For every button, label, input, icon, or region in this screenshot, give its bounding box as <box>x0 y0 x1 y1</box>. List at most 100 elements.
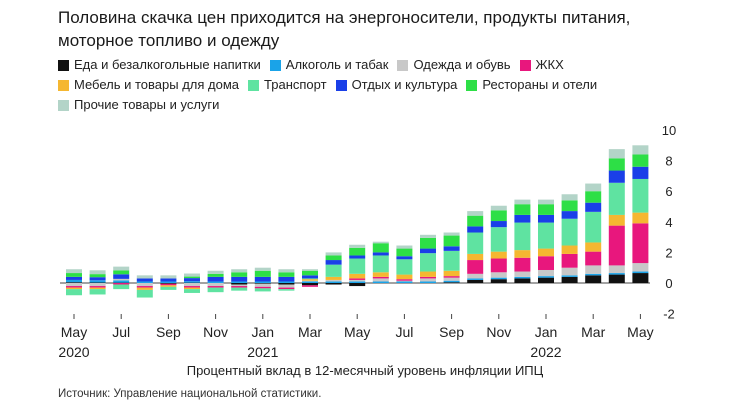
bar-segment <box>538 269 554 277</box>
title-line-1: Половина скачка цен приходится на энерго… <box>58 8 631 27</box>
bar-segment <box>349 283 366 287</box>
bar-segment <box>538 276 554 278</box>
bar-segment <box>325 252 342 256</box>
legend-item: Алкоголь и табак <box>269 55 389 75</box>
bar-segment <box>184 276 200 279</box>
bar-segment <box>325 260 342 265</box>
legend-label: Рестораны и отели <box>482 77 598 92</box>
bar-segment <box>514 250 531 258</box>
bar-segment <box>302 279 318 281</box>
bar-segment <box>467 279 484 283</box>
bar-segment <box>66 282 82 283</box>
bar-segment <box>443 280 460 283</box>
bar-segment <box>561 276 578 283</box>
bar-segment <box>467 215 484 227</box>
bar-segment <box>66 279 82 283</box>
bar-segment <box>231 283 248 285</box>
bar-segment <box>443 246 460 251</box>
bar-segment <box>585 273 602 276</box>
bar-segment <box>420 234 436 238</box>
bar-segment <box>302 278 318 280</box>
bar-segment <box>278 283 295 285</box>
bar-segment <box>538 199 554 205</box>
bar-segment <box>396 274 413 280</box>
bar-segment <box>89 280 106 283</box>
bar-segment <box>561 211 578 219</box>
bar-segment <box>66 273 82 277</box>
x-tick-label: May <box>344 324 370 340</box>
bar-segment <box>89 277 106 281</box>
bar-segment <box>302 269 318 271</box>
source-note: Источник: Управление национальной статис… <box>58 388 322 400</box>
bar-segment <box>443 270 460 277</box>
bar-segment <box>490 210 507 222</box>
bar-segment <box>89 270 106 275</box>
bar-segment <box>467 260 484 274</box>
bar-segment <box>136 286 153 288</box>
bar-segment <box>420 248 436 254</box>
legend-label: Транспорт <box>264 77 327 92</box>
bar-segment <box>585 191 602 203</box>
x-tick-label: Nov <box>203 324 228 340</box>
bar-segment <box>372 278 389 282</box>
bar-segment <box>561 200 578 212</box>
bar-segment <box>113 283 130 285</box>
bar-segment <box>66 287 82 290</box>
bar-segment <box>278 289 295 291</box>
bar-segment <box>514 214 531 223</box>
x-tick-label: Mar <box>298 324 322 340</box>
bar-segment <box>561 218 578 246</box>
legend: Еда и безалкогольные напитки Алкоголь и т… <box>58 55 718 115</box>
x-tick-label: Sep <box>439 324 464 340</box>
legend-item: Одежда и обувь <box>397 55 511 75</box>
bar-segment <box>632 166 649 179</box>
bar-segment <box>325 276 342 280</box>
chart-title: Половина скачка цен приходится на энерго… <box>58 6 718 52</box>
bar-segment <box>608 274 625 283</box>
bar-segment <box>160 281 177 283</box>
bar-segment <box>231 284 248 287</box>
legend-swatch <box>58 99 69 111</box>
bar-segment <box>561 267 578 276</box>
x-tick-label: May <box>61 324 87 340</box>
title-line-2: моторное топливо и одежду <box>58 31 280 50</box>
bar-segment <box>160 278 177 282</box>
bar-segment <box>608 214 625 226</box>
legend-swatch <box>397 59 409 71</box>
bar-segment <box>420 276 436 279</box>
bar-segment <box>66 289 82 296</box>
y-tick-label: 6 <box>665 184 672 199</box>
bar-segment <box>207 286 224 288</box>
bar-segment <box>443 235 460 247</box>
bar-segment <box>490 279 507 283</box>
bar-segment <box>490 258 507 273</box>
bar-segment <box>514 276 531 279</box>
bar-segment <box>207 276 224 282</box>
bar-segment <box>467 232 484 254</box>
bar-segment <box>420 253 436 272</box>
bar-segment <box>608 158 625 171</box>
bar-segment <box>349 279 366 282</box>
bar-segment <box>207 283 224 287</box>
bar-segment <box>538 204 554 215</box>
legend-row: Прочие товары и услуги <box>58 95 718 115</box>
bar-segment <box>89 283 106 287</box>
legend-label: Отдых и культура <box>351 77 458 92</box>
legend-label: Еда и безалкогольные напитки <box>74 57 261 72</box>
bar-segment <box>302 270 318 276</box>
x-tick-year-label: 2021 <box>247 344 278 360</box>
bar-segment <box>278 272 295 277</box>
bar-segment <box>561 245 578 254</box>
bar-segment <box>89 274 106 278</box>
legend-label: Алкоголь и табак <box>285 57 389 72</box>
bar-segment <box>184 289 200 293</box>
bar-segment <box>561 275 578 277</box>
bar-segment <box>632 154 649 167</box>
bar-segment <box>420 237 436 249</box>
legend-swatch <box>58 79 69 91</box>
bar-segment <box>231 281 248 283</box>
bar-segment <box>302 285 318 287</box>
bar-segment <box>467 273 484 279</box>
legend-row: Мебель и товары для дома Транспорт Отдых и… <box>58 75 718 95</box>
y-tick-label: 8 <box>665 154 672 169</box>
